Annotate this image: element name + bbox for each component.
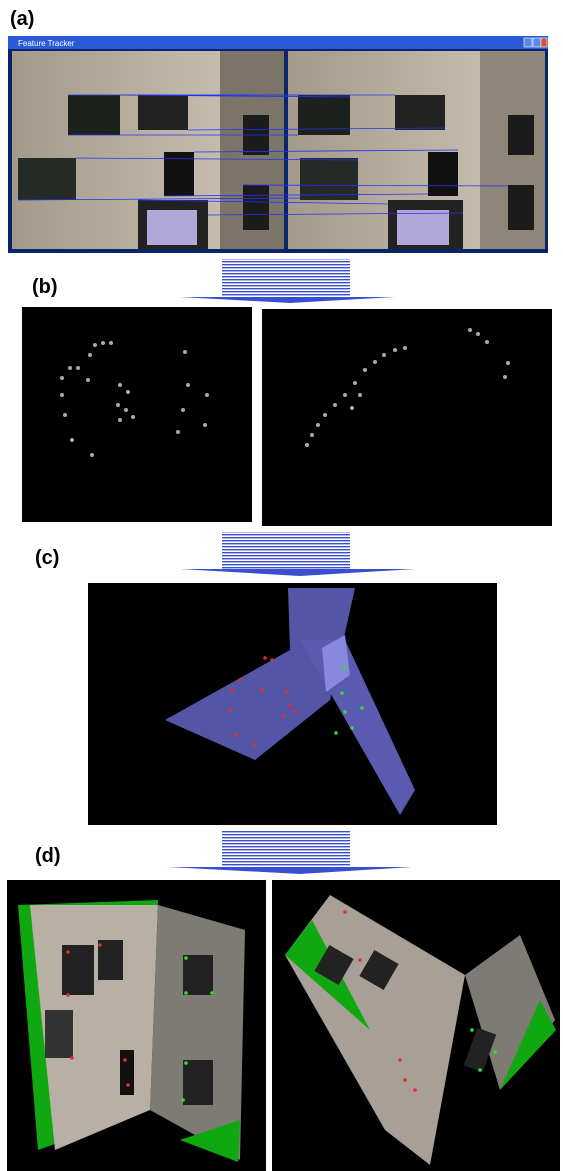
point-cloud-views xyxy=(22,307,552,526)
panel-label: (c) xyxy=(35,547,59,569)
arrow xyxy=(180,259,395,303)
panel-label: (d) xyxy=(35,845,61,867)
panel-label: (b) xyxy=(32,276,58,298)
window-title: Feature Tracker xyxy=(18,39,75,48)
figure: (a) Feature Tracker xyxy=(0,0,563,1171)
arrow xyxy=(180,532,415,576)
tracker-window: Feature Tracker xyxy=(8,36,548,253)
plane-reconstruction xyxy=(88,583,497,825)
textured-views xyxy=(7,880,560,1171)
arrow xyxy=(168,830,412,874)
panel-label: (a) xyxy=(10,8,34,30)
